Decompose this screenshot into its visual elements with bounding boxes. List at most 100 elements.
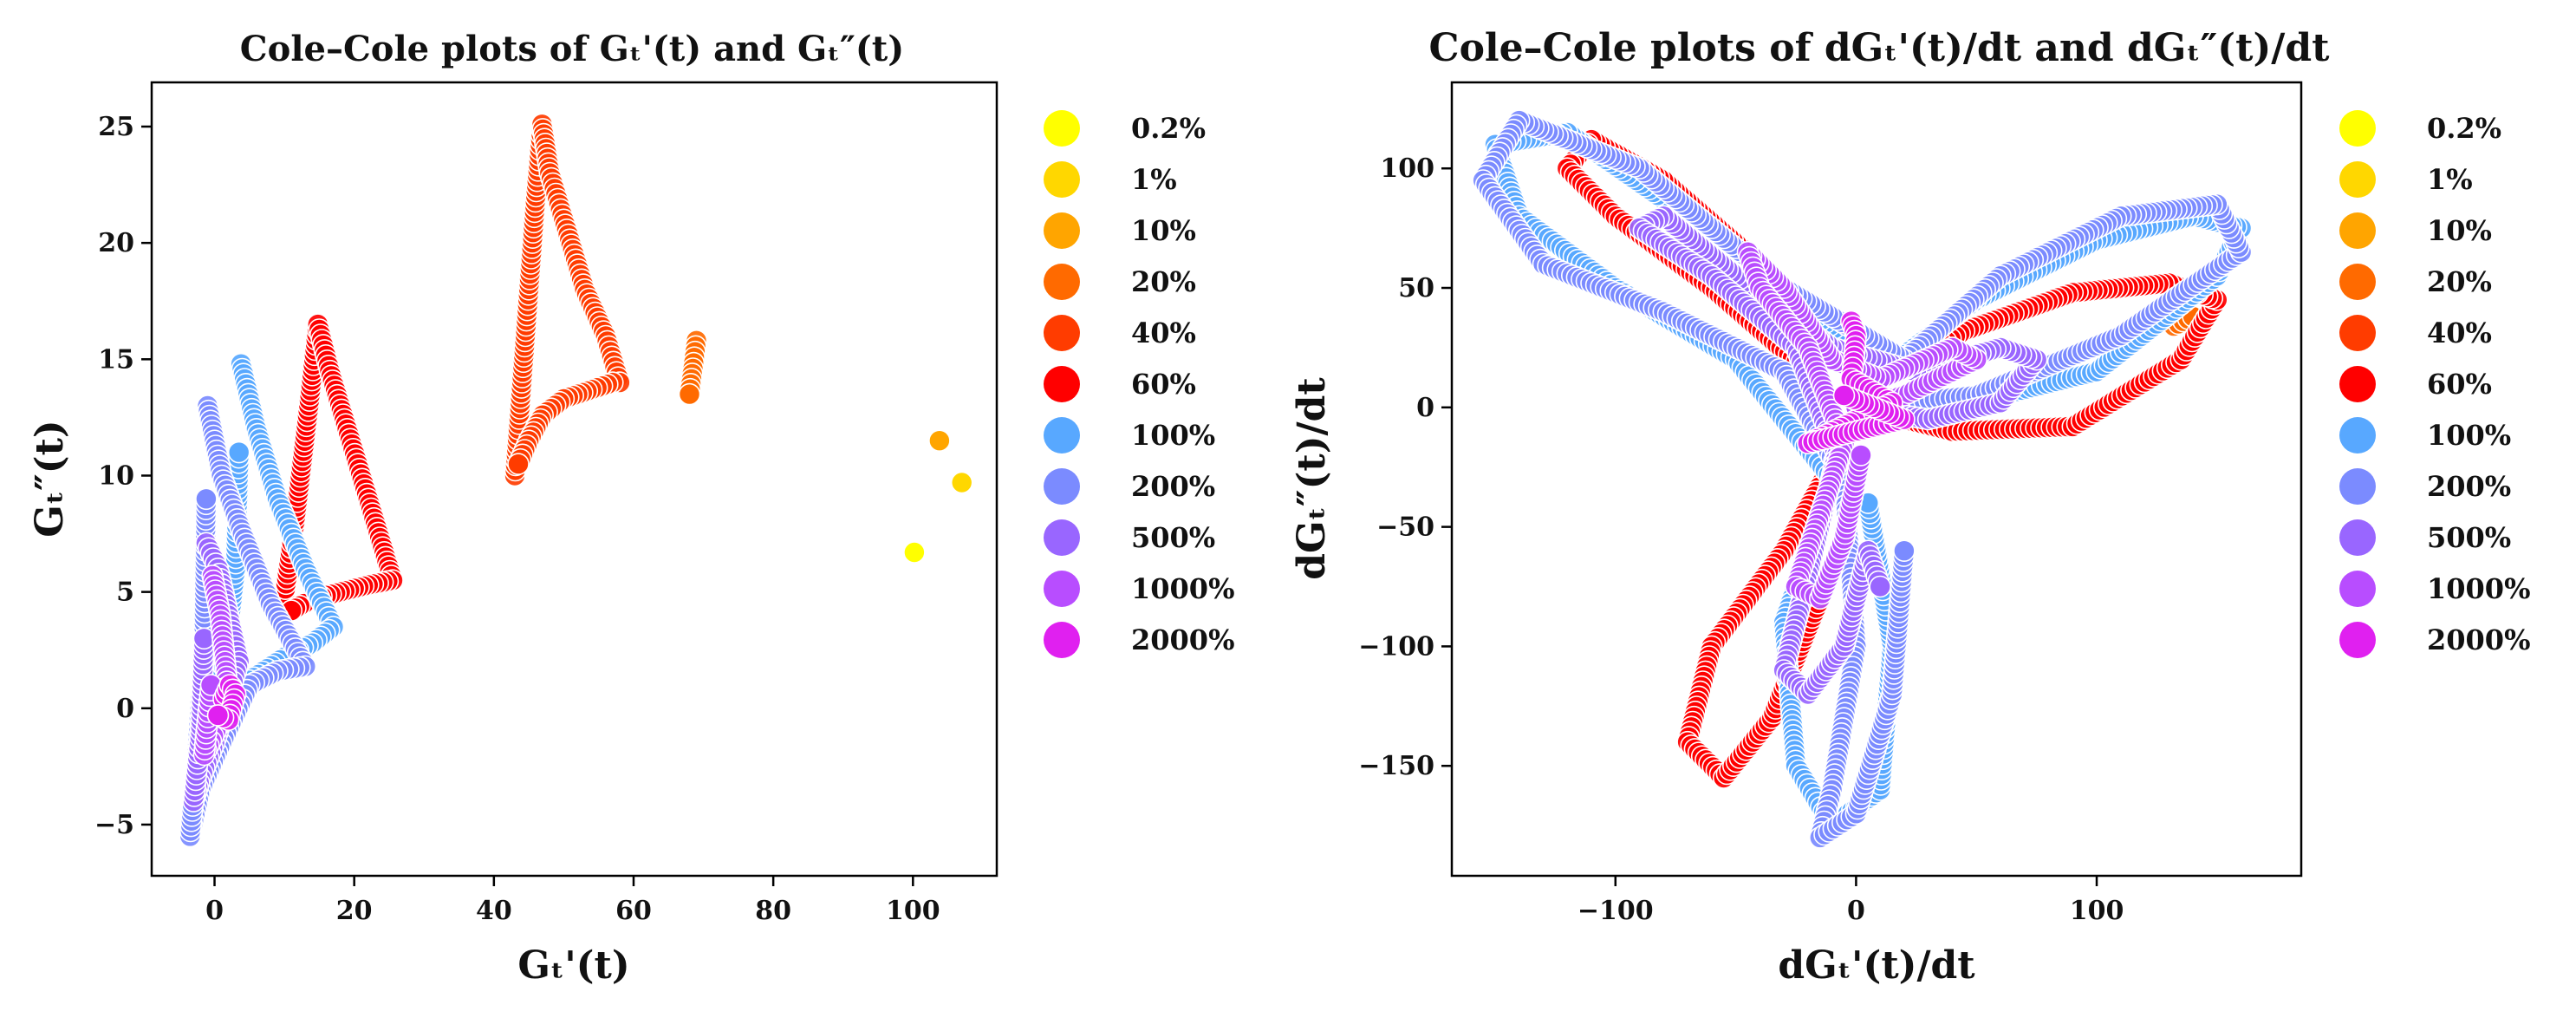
legend-label: 60%	[1131, 368, 1196, 401]
legend-label: 500%	[1131, 521, 1215, 554]
legend-item: 1%	[2339, 161, 2473, 198]
legend-item: 1000%	[2339, 571, 2530, 607]
chart-title: Cole–Cole plots of Gₜ'(t) and Gₜ″(t)	[240, 29, 904, 69]
series-40%	[504, 113, 631, 487]
y-tick-label: −100	[1358, 631, 1434, 662]
legend-marker	[1044, 571, 1080, 607]
y-tick-label: 10	[98, 460, 134, 491]
y-tick-label: 25	[98, 112, 134, 142]
data-point	[1869, 575, 1891, 598]
data-point	[1893, 539, 1916, 563]
legend-marker	[1044, 212, 1080, 249]
legend-marker	[2339, 622, 2376, 658]
data-point	[1850, 444, 1872, 467]
legend-marker	[2339, 417, 2376, 454]
y-tick-label: 15	[98, 344, 134, 375]
plot-area	[179, 113, 973, 848]
chart-dgt: Cole–Cole plots of dGₜ'(t)/dt and dGₜ″(t…	[1290, 26, 2530, 988]
legend-label: 40%	[1131, 316, 1196, 349]
chart-gt: Cole–Cole plots of Gₜ'(t) and Gₜ″(t) 0 20…	[28, 29, 1234, 988]
data-point	[195, 487, 218, 511]
x-tick-label: 0	[205, 896, 224, 926]
y-tick-label: −150	[1358, 751, 1434, 781]
series-100%	[1484, 121, 2253, 837]
legend-label: 500%	[2427, 521, 2511, 554]
legend-item: 40%	[1044, 315, 1196, 351]
legend-label: 1%	[2427, 163, 2473, 196]
legend-label: 2000%	[1131, 623, 1234, 656]
legend-marker	[2339, 519, 2376, 556]
legend-item: 200%	[2339, 468, 2511, 505]
y-tick-label: 5	[116, 578, 134, 608]
x-tick-label: −100	[1577, 896, 1654, 926]
legend-marker	[1044, 161, 1080, 198]
legend-marker	[2339, 212, 2376, 249]
legend-marker	[1044, 315, 1080, 351]
legend-item: 10%	[2339, 212, 2492, 249]
y-axis-ticks: −150 −100 −50 0 50 100	[1358, 153, 1452, 781]
legend-item: 100%	[1044, 417, 1215, 454]
x-tick-label: 0	[1847, 896, 1865, 926]
plot-frame	[150, 81, 999, 878]
series-0.2%	[903, 541, 926, 564]
data-point	[227, 440, 250, 464]
legend-item: 0.2%	[2339, 110, 2501, 147]
legend-item: 60%	[2339, 366, 2492, 402]
series-1%	[950, 471, 973, 494]
legend-item: 1000%	[1044, 571, 1234, 607]
data-point	[1832, 384, 1856, 407]
x-tick-label: 80	[755, 896, 791, 926]
x-tick-label: 60	[615, 896, 652, 926]
legend-marker	[2339, 161, 2376, 198]
legend-label: 40%	[2427, 316, 2492, 349]
legend-item: 100%	[2339, 417, 2511, 454]
legend-item: 40%	[2339, 315, 2492, 351]
y-tick-label: 50	[1398, 273, 1434, 303]
legend-label: 1%	[1131, 163, 1177, 196]
legend-marker	[1044, 366, 1080, 402]
legend-label: 200%	[1131, 470, 1215, 503]
data-point	[928, 429, 951, 453]
legend: 0.2% 1% 10% 20% 40% 60% 100% 200% 500% 1000% 2000%	[2339, 110, 2530, 658]
legend-item: 2000%	[2339, 622, 2530, 658]
series-10%	[928, 429, 951, 453]
legend-marker	[2339, 468, 2376, 505]
x-tick-label: 40	[476, 896, 512, 926]
x-tick-label: 20	[336, 896, 373, 926]
data-point	[950, 471, 973, 494]
legend-item: 20%	[1044, 264, 1196, 300]
legend-marker	[1044, 110, 1080, 147]
legend-marker	[1044, 417, 1080, 454]
legend-item: 0.2%	[1044, 110, 1206, 147]
legend-item: 2000%	[1044, 622, 1234, 658]
plot-area	[1472, 109, 2253, 849]
series-1000%	[192, 564, 240, 767]
legend-label: 1000%	[1131, 572, 1234, 605]
legend-marker	[2339, 315, 2376, 351]
legend-item: 1%	[1044, 161, 1177, 198]
y-axis-label: dGₜ″(t)/dt	[1290, 377, 1334, 580]
chart-title: Cole–Cole plots of dGₜ'(t)/dt and dGₜ″(t…	[1429, 26, 2331, 70]
data-point	[678, 382, 701, 406]
legend: 0.2% 1% 10% 20% 40% 60% 100% 200% 500% 1000% 2000%	[1044, 110, 1234, 658]
legend-item: 20%	[2339, 264, 2492, 300]
data-point	[507, 453, 530, 475]
series-60%	[270, 313, 404, 631]
x-axis-ticks: −100 0 100	[1577, 876, 2124, 926]
legend-label: 100%	[1131, 419, 1215, 452]
x-tick-label: 100	[2070, 896, 2124, 926]
legend-marker	[1044, 468, 1080, 505]
legend-label: 60%	[2427, 368, 2492, 401]
legend-marker	[2339, 571, 2376, 607]
legend-label: 20%	[2427, 265, 2492, 298]
legend-marker	[1044, 519, 1080, 556]
y-tick-label: 0	[116, 694, 134, 724]
legend-marker	[1044, 622, 1080, 658]
series-2000%	[206, 674, 247, 732]
x-axis-label: Gₜ'(t)	[517, 943, 629, 988]
x-tick-label: 100	[886, 896, 940, 926]
legend-item: 10%	[1044, 212, 1196, 249]
legend-label: 1000%	[2427, 572, 2530, 605]
legend-label: 10%	[1131, 214, 1196, 247]
